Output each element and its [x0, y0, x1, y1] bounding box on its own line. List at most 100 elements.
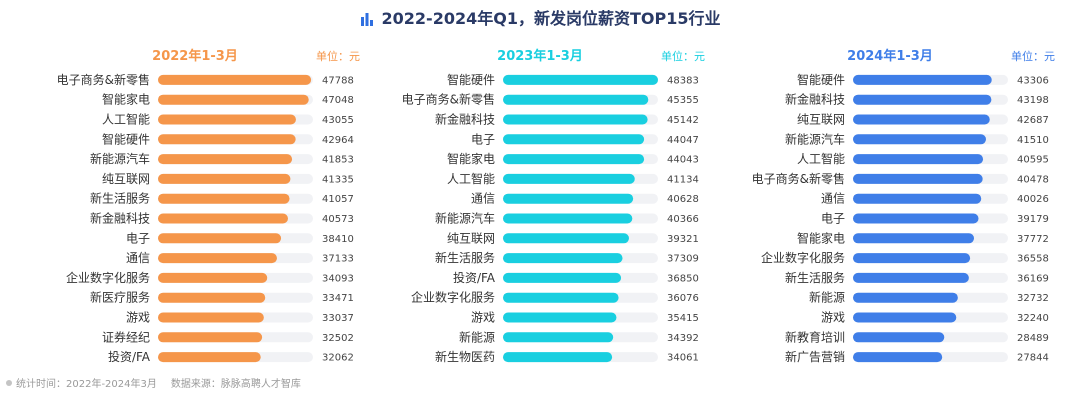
category-label: 人工智能: [447, 171, 495, 186]
value-label: 33037: [322, 313, 354, 324]
bar-row: 人工智能 43055: [102, 112, 354, 127]
category-label: 企业数字化服务: [411, 290, 495, 305]
panel-period-title: 2024年1-3月: [847, 49, 933, 64]
bar-row: 投资/FA 32062: [108, 349, 354, 364]
unit-label: 单位：元: [1011, 50, 1055, 63]
category-label: 智能家电: [447, 151, 495, 166]
chart-title-text: 2022-2024年Q1，新发岗位薪资TOP15行业: [381, 9, 721, 28]
chart-title: 2022-2024年Q1，新发岗位薪资TOP15行业: [0, 8, 1080, 32]
bar-row: 企业数字化服务 36558: [761, 250, 1049, 265]
category-label: 电子: [471, 132, 495, 146]
bar: [853, 233, 975, 244]
bar-row: 通信 40026: [821, 192, 1049, 206]
category-label: 新教育培训: [785, 329, 845, 344]
bar: [158, 233, 282, 244]
value-label: 36076: [667, 293, 699, 304]
value-label: 34392: [667, 333, 699, 344]
bar: [503, 173, 635, 184]
bar-row: 通信 37133: [126, 251, 354, 265]
value-label: 40478: [1017, 174, 1049, 185]
bar: [158, 213, 288, 224]
value-label: 42964: [322, 135, 354, 146]
bar-chart-icon: [360, 10, 374, 32]
bar-chart-2023: 智能硬件 48383 电子商务&新零售 45355 新金融科技 45142 电子 44047 智…: [402, 72, 699, 364]
panel-period-title: 2022年1-3月: [152, 49, 238, 64]
bar: [853, 312, 957, 323]
value-label: 44043: [667, 155, 699, 166]
category-label: 新金融科技: [785, 92, 845, 107]
bar: [853, 134, 986, 145]
category-label: 新金融科技: [435, 112, 495, 127]
category-label: 纯互联网: [797, 113, 845, 127]
value-label: 39179: [1017, 214, 1049, 225]
value-label: 41134: [667, 174, 699, 185]
bar: [158, 272, 268, 283]
value-label: 41057: [322, 194, 354, 205]
unit-label: 单位：元: [661, 50, 705, 63]
bar-chart-2024: 智能硬件 43306 新金融科技 43198 纯互联网 42687 新能源汽车 41510 人工…: [752, 72, 1049, 364]
bar-row: 电子 38410: [126, 231, 354, 245]
bar-row: 智能硬件 48383: [447, 72, 699, 87]
bar: [853, 352, 943, 363]
value-label: 40595: [1017, 155, 1049, 166]
panel-period-title: 2023年1-3月: [497, 49, 583, 64]
bar-row: 新生活服务 36169: [785, 270, 1049, 285]
category-label: 新能源汽车: [435, 211, 495, 226]
value-label: 41853: [322, 155, 354, 166]
category-label: 电子商务&新零售: [57, 72, 150, 87]
value-label: 43055: [322, 115, 354, 126]
bar-row: 纯互联网 39321: [447, 231, 699, 245]
unit-label: 单位：元: [316, 50, 360, 63]
bar: [158, 94, 309, 105]
value-label: 41335: [322, 174, 354, 185]
bar-row: 新生活服务 37309: [435, 250, 699, 265]
bar: [853, 332, 945, 343]
category-label: 企业数字化服务: [66, 270, 150, 285]
value-label: 37309: [667, 254, 699, 265]
category-label: 新生活服务: [90, 191, 150, 206]
category-label: 投资/FA: [108, 349, 151, 364]
value-label: 43198: [1017, 95, 1049, 106]
bar: [503, 74, 658, 85]
category-label: 通信: [471, 192, 495, 206]
bar-row: 新金融科技 45142: [435, 112, 699, 127]
category-label: 纯互联网: [447, 231, 495, 245]
bar-row: 新广告营销 27844: [785, 349, 1049, 364]
bar-row: 新能源汽车 40366: [435, 211, 699, 226]
category-label: 新金融科技: [90, 211, 150, 226]
bar: [853, 154, 984, 165]
value-label: 47048: [322, 95, 354, 106]
bar-row: 新生活服务 41057: [90, 191, 354, 206]
bar-row: 游戏 33037: [126, 311, 354, 325]
bar: [853, 114, 990, 125]
value-label: 32732: [1017, 293, 1049, 304]
bar: [853, 173, 983, 184]
category-label: 电子商务&新零售: [752, 171, 845, 186]
bar-row: 电子 44047: [471, 132, 699, 146]
category-label: 游戏: [471, 311, 495, 325]
bar-row: 纯互联网 41335: [102, 172, 354, 186]
value-label: 40026: [1017, 194, 1049, 205]
bar-row: 智能硬件 43306: [797, 72, 1049, 87]
data-source: 数据来源：脉脉高聘人才智库: [170, 379, 301, 390]
panel-2022: 2022年1-3月 单位：元 电子商务&新零售 47788 智能家电 47048 人工智…: [30, 46, 360, 366]
category-label: 电子: [126, 231, 150, 245]
category-label: 智能硬件: [797, 72, 845, 87]
bar: [853, 213, 979, 224]
bar-row: 新能源汽车 41853: [90, 151, 354, 166]
value-label: 37772: [1017, 234, 1049, 245]
bar-row: 新金融科技 43198: [785, 92, 1049, 107]
value-label: 34061: [667, 353, 699, 364]
value-label: 40366: [667, 214, 699, 225]
bar: [158, 312, 264, 323]
bar-row: 企业数字化服务 34093: [66, 270, 354, 285]
stat-time: 统计时间：2022年-2024年3月: [16, 379, 157, 390]
bar-row: 游戏 32240: [821, 311, 1049, 325]
panel-2023: 2023年1-3月 单位：元 智能硬件 48383 电子商务&新零售 45355 新金融…: [375, 46, 705, 366]
value-label: 45355: [667, 95, 699, 106]
bar: [503, 352, 613, 363]
bar: [503, 94, 649, 105]
value-label: 40628: [667, 194, 699, 205]
bar: [853, 253, 971, 264]
category-label: 新能源汽车: [785, 131, 845, 146]
